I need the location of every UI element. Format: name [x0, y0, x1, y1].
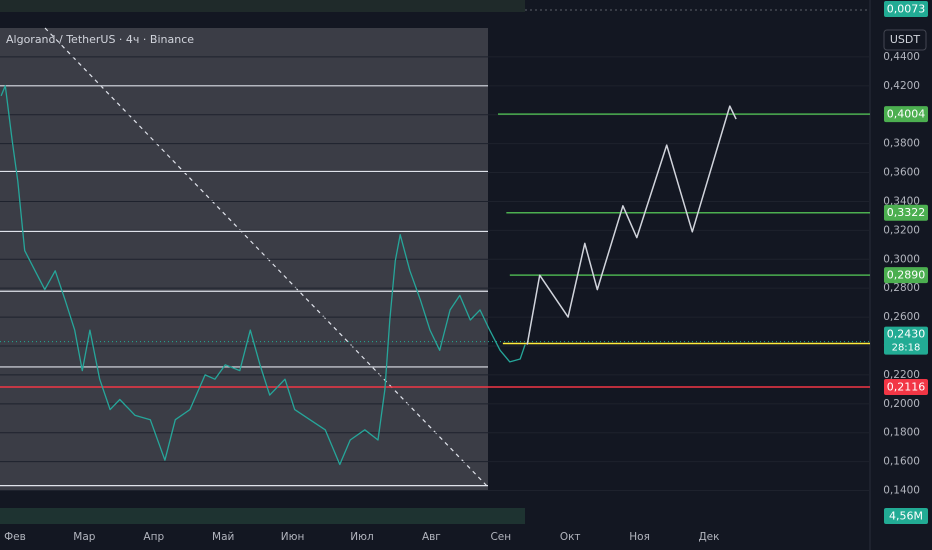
- level-label: 0,2116: [887, 381, 926, 394]
- level-box: [884, 106, 928, 123]
- volume-strip: [0, 508, 525, 524]
- level-label: 0,3322: [887, 206, 926, 219]
- countdown: 28:18: [892, 343, 921, 354]
- y-tick-label: 0,3400: [883, 195, 920, 207]
- y-tick-label: 0,4400: [883, 51, 920, 63]
- y-tick-label: 0,2200: [883, 369, 920, 381]
- y-tick-label: 0,2600: [883, 311, 920, 323]
- y-tick-label: 0,3000: [883, 253, 920, 265]
- y-tick-label: 0,3600: [883, 167, 920, 179]
- level-label: 0,2890: [887, 269, 926, 282]
- y-tick-label: 0,1800: [883, 427, 920, 439]
- projection-line: [526, 105, 737, 345]
- x-tick-label: Апр: [143, 531, 164, 543]
- indicator-label: 0,0073: [887, 3, 926, 16]
- x-tick-label: Авг: [422, 531, 441, 543]
- x-tick-label: Фев: [4, 531, 26, 543]
- x-tick-label: Июл: [350, 531, 373, 543]
- y-tick-label: 0,1600: [883, 456, 920, 468]
- current-price-label: 0,2430: [887, 328, 926, 341]
- volume-box: [884, 508, 928, 524]
- level-box: [884, 379, 928, 396]
- x-tick-label: Дек: [698, 531, 719, 543]
- chart-title: Algorand / TetherUS · 4ч · Binance: [6, 33, 194, 46]
- price-line: [0, 85, 526, 466]
- x-tick-label: Окт: [560, 531, 581, 543]
- currency-button-label[interactable]: USDT: [890, 33, 921, 46]
- trend-line: [44, 27, 489, 488]
- indicator-box: [884, 1, 928, 17]
- x-tick-label: Май: [212, 531, 234, 543]
- level-box: [884, 204, 928, 221]
- x-tick-label: Мар: [73, 531, 95, 543]
- y-tick-label: 0,3200: [883, 224, 920, 236]
- y-tick-label: 0,3800: [883, 138, 920, 150]
- x-tick-label: Ноя: [629, 531, 650, 543]
- current-price-box: [884, 326, 928, 355]
- y-tick-label: 0,2000: [883, 398, 920, 410]
- currency-button[interactable]: [883, 29, 927, 51]
- level-label: 0,4004: [887, 108, 926, 121]
- indicator-strip: [0, 0, 525, 12]
- y-tick-label: 0,1400: [883, 485, 920, 497]
- y-tick-label: 0,4200: [883, 80, 920, 92]
- x-tick-label: Сен: [490, 531, 511, 543]
- x-tick-label: Июн: [281, 531, 305, 543]
- level-box: [884, 267, 928, 284]
- volume-label: 4,56M: [889, 510, 923, 523]
- y-tick-label: 0,2800: [883, 282, 920, 294]
